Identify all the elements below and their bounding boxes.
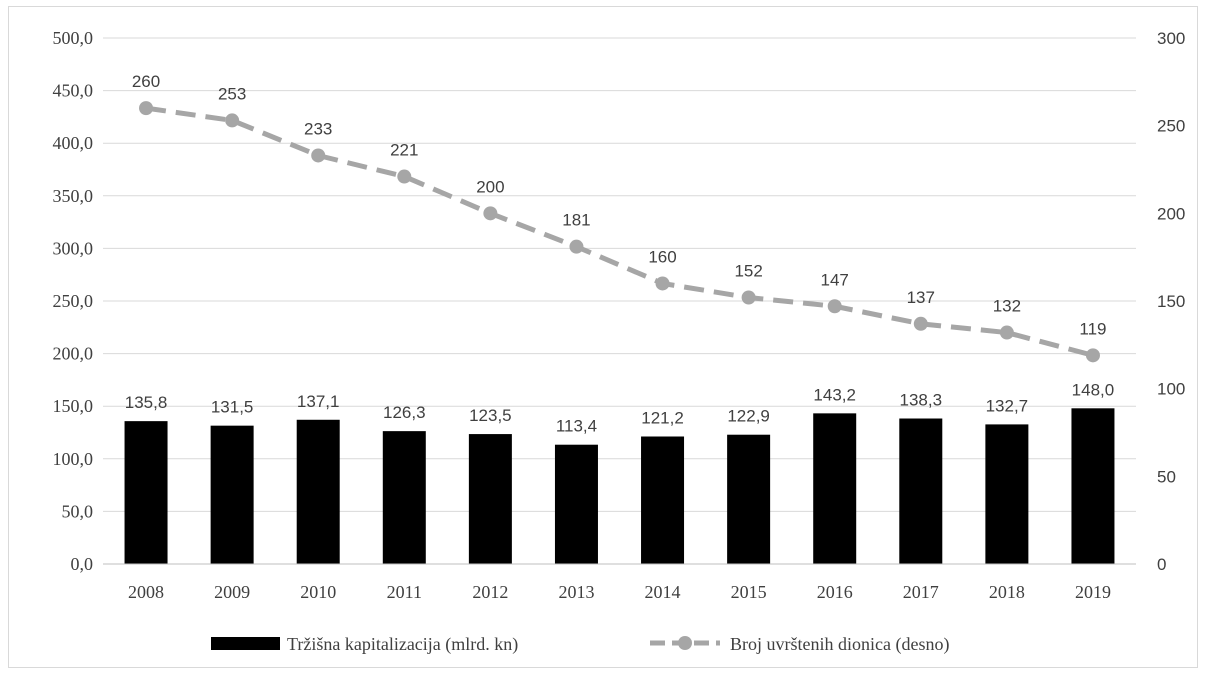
bar bbox=[727, 434, 771, 564]
x-tick-label: 2010 bbox=[300, 582, 336, 602]
bar bbox=[210, 425, 254, 564]
y-left-tick-label: 400,0 bbox=[53, 133, 94, 153]
x-tick-label: 2013 bbox=[558, 582, 594, 602]
bar-series: 135,8 131,5 137,1 126,3 123,5 113,4 121,2 122,9… bbox=[124, 380, 1115, 564]
x-tick-label: 2015 bbox=[731, 582, 767, 602]
bar-data-label: 132,7 bbox=[986, 396, 1029, 415]
bar-data-label: 148,0 bbox=[1072, 380, 1115, 399]
line-data-label: 119 bbox=[1079, 319, 1106, 338]
bar bbox=[985, 424, 1029, 564]
y-right-tick-label: 300 bbox=[1157, 29, 1185, 48]
line-data-label: 200 bbox=[476, 177, 504, 196]
line-data-label: 253 bbox=[218, 84, 246, 103]
bar bbox=[1071, 408, 1115, 564]
line-point bbox=[913, 316, 928, 331]
line-data-label: 260 bbox=[132, 72, 160, 91]
bar-data-label: 138,3 bbox=[900, 391, 943, 410]
y-right-tick-label: 50 bbox=[1157, 467, 1176, 486]
bar bbox=[899, 418, 943, 564]
x-tick-label: 2011 bbox=[387, 582, 422, 602]
y-left-tick-label: 200,0 bbox=[53, 344, 94, 364]
y-left-tick-label: 50,0 bbox=[62, 501, 94, 521]
bar-data-label: 122,9 bbox=[727, 407, 770, 426]
bar bbox=[641, 436, 685, 564]
y-left-tick-label: 450,0 bbox=[53, 81, 94, 101]
y-left-tick-label: 300,0 bbox=[53, 238, 94, 258]
legend-label-line: Broj uvrštenih dionica (desno) bbox=[730, 634, 949, 655]
x-tick-label: 2014 bbox=[645, 582, 681, 602]
bar bbox=[554, 444, 598, 564]
axes: 0,0 50,0 100,0 150,0 200,0 250,0 300,0 350,0 400… bbox=[53, 28, 1186, 602]
line-point bbox=[1085, 348, 1100, 363]
legend-swatch-marker bbox=[678, 636, 692, 650]
bar-data-label: 137,1 bbox=[297, 392, 340, 411]
x-tick-label: 2017 bbox=[903, 582, 939, 602]
y-right-tick-label: 0 bbox=[1157, 555, 1166, 574]
line-point bbox=[483, 206, 498, 221]
line-data-label: 221 bbox=[390, 141, 418, 160]
line-point bbox=[827, 299, 842, 314]
bar-data-label: 121,2 bbox=[641, 408, 684, 427]
line-series: 260 253 233 221 200 181 160 152 147 137 132 119 bbox=[132, 72, 1107, 363]
bar-data-label: 135,8 bbox=[125, 393, 168, 412]
y-right-tick-label: 150 bbox=[1157, 292, 1185, 311]
legend-swatch-bar bbox=[211, 637, 280, 650]
line-data-label: 147 bbox=[821, 270, 849, 289]
bar-data-label: 126,3 bbox=[383, 403, 426, 422]
x-tick-label: 2018 bbox=[989, 582, 1025, 602]
bar bbox=[468, 434, 512, 564]
bar bbox=[382, 431, 426, 564]
line-point bbox=[311, 148, 326, 163]
x-tick-label: 2019 bbox=[1075, 582, 1111, 602]
y-left-tick-label: 350,0 bbox=[53, 186, 94, 206]
line-data-label: 132 bbox=[993, 297, 1021, 316]
gridlines bbox=[8, 6, 1198, 668]
bar-data-label: 131,5 bbox=[211, 398, 254, 417]
bar-data-label: 123,5 bbox=[469, 406, 512, 425]
x-tick-label: 2012 bbox=[472, 582, 508, 602]
y-right-tick-label: 100 bbox=[1157, 380, 1185, 399]
line-point bbox=[569, 239, 584, 254]
legend: Tržišna kapitalizacija (mlrd. kn) Broj uv… bbox=[211, 634, 949, 655]
line-point bbox=[655, 276, 670, 291]
line-data-label: 137 bbox=[907, 288, 935, 307]
line-data-label: 233 bbox=[304, 119, 332, 138]
line-data-label: 181 bbox=[562, 211, 590, 230]
x-tick-label: 2008 bbox=[128, 582, 164, 602]
bar-data-label: 143,2 bbox=[813, 385, 856, 404]
bar bbox=[124, 421, 168, 564]
line-data-label: 160 bbox=[648, 247, 676, 266]
x-tick-label: 2016 bbox=[817, 582, 853, 602]
y-left-tick-label: 100,0 bbox=[53, 449, 94, 469]
y-left-tick-label: 150,0 bbox=[53, 396, 94, 416]
line-point bbox=[397, 169, 412, 184]
y-right-tick-label: 250 bbox=[1157, 117, 1185, 136]
y-left-tick-label: 0,0 bbox=[71, 554, 94, 574]
bar bbox=[813, 413, 857, 564]
line-path bbox=[145, 105, 1094, 358]
y-left-tick-label: 250,0 bbox=[53, 291, 94, 311]
chart-frame bbox=[8, 6, 1198, 668]
line-data-label: 152 bbox=[734, 261, 762, 280]
bar bbox=[296, 419, 340, 564]
y-left-tick-label: 500,0 bbox=[53, 28, 94, 48]
line-point bbox=[999, 325, 1014, 340]
y-right-tick-label: 200 bbox=[1157, 204, 1185, 223]
x-tick-label: 2009 bbox=[214, 582, 250, 602]
line-point bbox=[741, 290, 756, 305]
line-point bbox=[139, 101, 154, 116]
line-point bbox=[225, 113, 240, 128]
legend-label-bar: Tržišna kapitalizacija (mlrd. kn) bbox=[287, 634, 518, 655]
bar-data-label: 113,4 bbox=[556, 417, 597, 436]
